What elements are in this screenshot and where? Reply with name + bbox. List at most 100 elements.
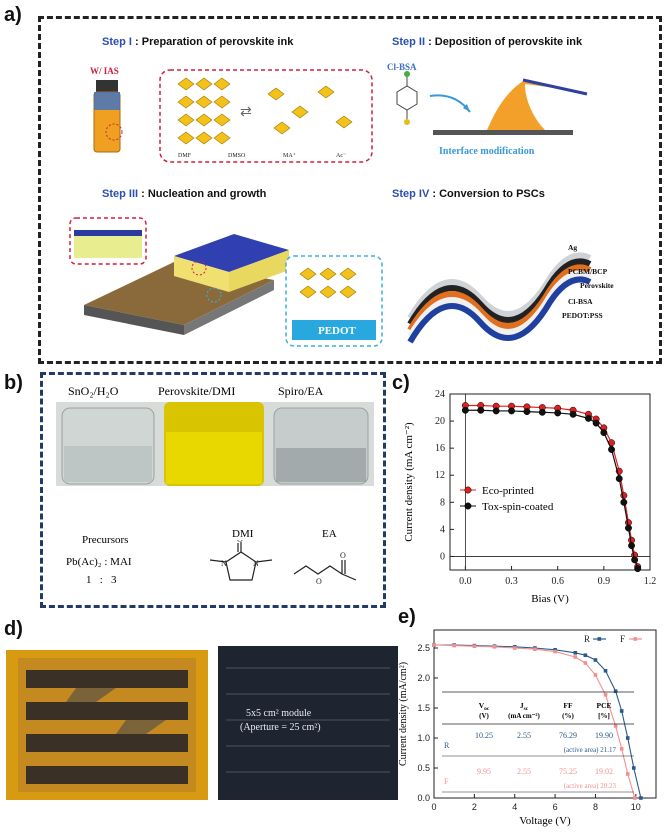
layer-pedot: PEDOT:PSS [562,311,603,320]
chart-c-ytick-label: 16 [435,443,445,454]
zoom-marker-top [191,260,207,276]
dmi-label: DMI [232,528,254,540]
blade [522,78,588,96]
chart-e-xtick-label: 8 [593,802,598,812]
zoom-lattice [299,267,357,299]
chart-e-ytick-label: 1.5 [417,703,430,713]
chart-e-series-1-point [432,643,436,647]
table-row-0-cell: 10.25 [475,731,493,740]
chart-e-series-0-point [619,709,624,713]
chart-e-series-0-point [583,653,588,657]
chart-e-series-1-point [619,747,624,751]
vial-cap [96,80,118,92]
perovskite-lattice-left [177,77,231,145]
chart-e-legend-0-marker [597,637,602,641]
chart-e-series-1-point [533,647,537,651]
step1-tag: W/ IAS [90,66,119,76]
cl-bsa-label: Cl-BSA [387,62,417,72]
chart-e-series-1-point [613,724,618,728]
table-row-0-cell: 19.90 [595,731,613,740]
chart-c-series-1-point [615,475,623,483]
chart-e-series-0-point [632,766,636,770]
table-header-3: PCE [597,701,612,710]
chart-e-legend-0-label: R [584,634,590,644]
chart-c-series-1-point [585,414,592,422]
layer-ag: Ag [568,243,577,252]
chart-e-legend-1-label: F [620,634,625,644]
panel-d-letter: d) [4,618,23,640]
chart-c-xtick-label: 0.3 [505,576,518,587]
step1-prefix: Step I [102,36,132,48]
step1-text: : Preparation of perovskite ink [131,36,294,48]
step3-text: : Nucleation and growth [138,188,267,200]
table-header-1-unit: (mA cm⁻²) [508,712,540,720]
step3-illustration: PEDOT [69,217,383,347]
chart-e-series-1-point [603,693,608,697]
zoom-perovskite [74,236,142,258]
chart-e-xlabel: Voltage (V) [519,815,571,827]
chart-c-series-1-point [600,429,608,437]
printed-module-photo [6,650,208,800]
chart-e-frame [433,629,657,799]
chart-c-series-1-point [592,419,600,427]
modification-arrowhead [463,104,470,112]
chart-e-series-0-line [434,644,642,799]
molecule-dmso: DMSO [228,153,246,159]
perovskite-lattice-right [267,85,353,135]
svg-text:N: N [253,559,259,568]
step4-title: Step IV : Conversion to PSCs [392,188,545,200]
table-header-2-unit: (%) [562,712,574,720]
chart-e-series-0-point [625,736,630,740]
table-row-1-label: F [444,777,449,786]
chart-c-legend-0-marker [464,486,472,494]
ea-structure: O O [293,551,357,586]
precursors-formula: Pb(Ac)₂ : MAI [66,556,132,568]
chart-e-ytick-label: 1.0 [417,733,430,743]
step3-prefix: Step III [102,188,139,200]
interface-caption: Interface modification [439,146,535,157]
chart-e-series-1-point [625,772,630,776]
pedot-bar [292,320,376,340]
chart-c-ytick-label: 12 [435,470,445,481]
chart-c-series-1-point [477,406,485,414]
chart-c-series-1-point [608,446,615,453]
panel-e-letter: e) [398,606,416,628]
precursors-ratio: 1 : 3 [86,574,117,586]
step2-illustration: Cl-BSA Interface modification [387,62,588,157]
table-header-2: FF [563,701,573,710]
chart-e-ytick-label: 0.5 [417,763,430,773]
chart-c-ytick-label: 24 [435,389,445,400]
chart-c: 0.0 0.3 0.6 0.9 1.2 0 4 8 12 16 20 24 Bias (V) Curren… [403,389,656,605]
chart-e-series-1-point [472,644,477,648]
chart-c-ytick-label: 4 [440,524,445,535]
molecule-ac: Ac⁻ [336,153,346,159]
table-row-1-note: (active area) 20.23 [564,782,617,790]
layer-perovskite: Perovskite [580,281,614,290]
chart-c-series-1-point [620,498,628,506]
chart-c-series-1-point [523,408,531,416]
chart-e-series-0-point [639,796,643,800]
module-line2: (Aperture = 25 cm²) [240,722,321,733]
chart-c-ytick-label: 0 [440,551,445,562]
step1-title: Step I : Preparation of perovskite ink [102,36,293,48]
layer-cl-bsa: Cl-BSA [568,297,593,306]
zoom-marker-bottom [206,287,222,303]
chart-c-ytick-label: 20 [435,416,445,427]
svg-text:O: O [316,577,322,586]
chart-e-xtick-label: 0 [431,802,436,812]
step4-prefix: Step IV [392,188,430,200]
step3-title: Step III : Nucleation and growth [102,188,266,200]
precursors-title: Precursors [82,534,129,546]
chart-c-legend-1-marker [464,502,472,510]
chart-e-series-1-point [492,645,497,649]
chart-c-series-1-point [631,556,639,564]
chart-e-series-0-point [553,648,557,652]
chart-e-series-0-point [613,689,618,693]
table-row-0-cell: 76.29 [559,731,577,740]
chart-e-series-0-point [603,669,608,673]
chart-c-series-1-point [492,407,500,415]
vial-zoom-circle [105,123,123,141]
chart-e-ylabel: Current density (mA/cm²) [398,662,409,766]
chart-e-series-1-point [553,649,557,654]
panel-a-frame [38,16,662,364]
